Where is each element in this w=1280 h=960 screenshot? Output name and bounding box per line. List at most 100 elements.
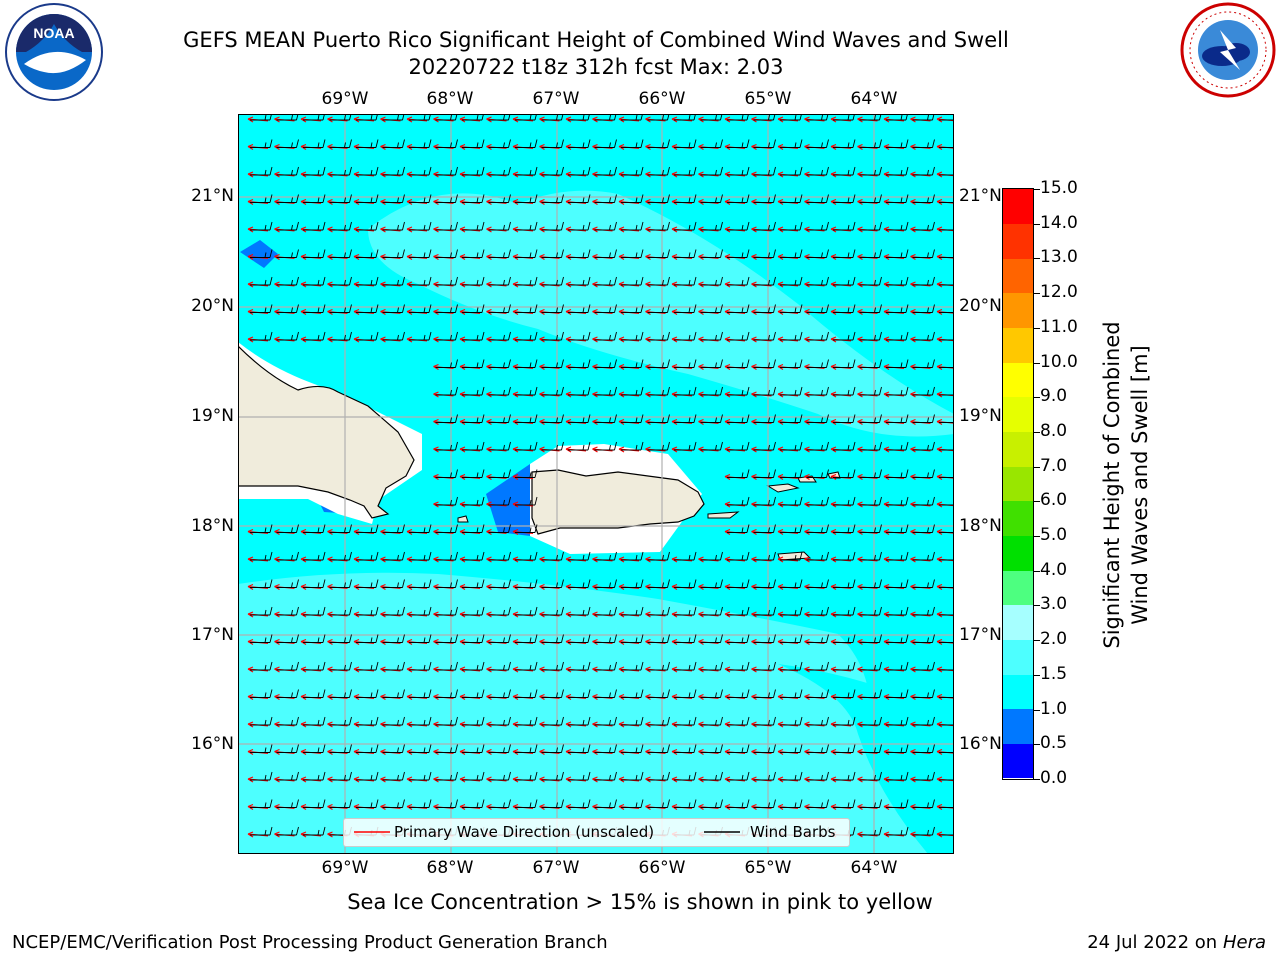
wind-barb: [727, 634, 750, 643]
wind-barb: [488, 331, 511, 341]
wind-barb: [700, 606, 723, 616]
wind-barb: [250, 799, 273, 808]
wave-arrow-head: [936, 611, 943, 618]
wind-barb: [700, 166, 723, 176]
colorbar-label-line2: Wind Waves and Swell [m]: [1128, 345, 1152, 625]
wind-barb: [727, 551, 750, 561]
wind-barb: [329, 551, 352, 561]
wave-arrow-head: [274, 666, 280, 673]
wind-barb: [700, 661, 723, 671]
wind-barb: [780, 634, 803, 643]
wave-arrow-head: [936, 666, 943, 673]
wave-arrow-head: [353, 666, 360, 673]
wave-arrow-head: [777, 473, 784, 480]
wave-arrow-head: [592, 666, 598, 673]
wave-arrow-head: [777, 226, 784, 233]
wave-arrow-head: [910, 116, 916, 123]
wind-barb: [382, 799, 405, 808]
wave-arrow-head: [936, 446, 943, 453]
wave-arrow-head: [274, 281, 280, 288]
wind-barb: [674, 661, 697, 671]
wave-arrow-head: [486, 776, 492, 783]
wind-barb: [435, 524, 458, 533]
wave-arrow-head: [910, 171, 916, 178]
wind-barb: [700, 221, 723, 231]
wave-arrow-head: [433, 116, 439, 123]
lat-label-right: 21°N: [959, 186, 1002, 206]
wave-arrow-head: [459, 666, 466, 673]
wave-arrow-head: [830, 776, 837, 783]
wind-barb: [515, 661, 538, 671]
wind-barb: [727, 661, 750, 671]
wind-barb: [303, 114, 325, 121]
wave-arrow-head: [512, 391, 519, 398]
wind-barb: [329, 716, 352, 726]
wave-arrow-head: [433, 556, 439, 563]
wind-barb: [276, 276, 299, 286]
wind-barb: [409, 716, 432, 726]
wind-barb: [303, 194, 326, 203]
wave-arrow-head: [618, 116, 625, 123]
wind-barb: [409, 166, 432, 176]
wave-arrow-head: [433, 528, 439, 535]
wind-barb: [382, 579, 405, 588]
wave-arrow-head: [406, 583, 413, 590]
wave-arrow-head: [910, 583, 916, 590]
wave-arrow-head: [539, 198, 545, 205]
wind-barb: [886, 826, 909, 836]
wave-arrow-head: [327, 666, 333, 673]
wind-barb: [356, 689, 379, 698]
wind-barb: [250, 249, 273, 258]
wind-barb: [382, 249, 405, 258]
wave-arrow-head: [247, 666, 254, 673]
wind-barb: [833, 634, 856, 643]
wind-barb: [912, 496, 935, 506]
wave-arrow-head: [380, 721, 386, 728]
wave-arrow-head: [724, 363, 731, 370]
wave-arrow-head: [910, 143, 916, 150]
wind-barb: [886, 139, 909, 148]
wind-barb: [859, 276, 882, 286]
wave-arrow-head: [512, 638, 519, 645]
wave-arrow-head: [486, 391, 492, 398]
wave-arrow-head: [671, 776, 678, 783]
wind-barb: [568, 716, 591, 726]
wind-barb: [541, 139, 564, 148]
wind-barb: [488, 606, 511, 616]
wave-arrow-head: [512, 803, 519, 810]
wind-barb: [700, 331, 723, 341]
wave-arrow-head: [724, 446, 731, 453]
wave-arrow-head: [406, 776, 413, 783]
wave-arrow-head: [274, 831, 280, 838]
wave-arrow-head: [671, 336, 678, 343]
wind-barb: [462, 469, 485, 478]
wind-barb: [647, 744, 670, 753]
wave-arrow-head: [486, 198, 492, 205]
wave-arrow-head: [592, 776, 598, 783]
wind-barb: [541, 551, 564, 561]
wind-barb: [594, 771, 617, 781]
colorbar-tick-mark: [1034, 640, 1040, 642]
wind-barb: [647, 139, 670, 148]
wave-arrow-head: [936, 336, 943, 343]
wind-barb: [939, 612, 954, 616]
wind-barb: [859, 689, 882, 698]
colorbar-segment: [1003, 362, 1033, 398]
wind-barb: [594, 414, 617, 423]
wave-arrow-head: [300, 528, 307, 535]
wave-arrow-head: [247, 281, 254, 288]
wave-arrow-head: [618, 693, 625, 700]
wave-arrow-head: [512, 281, 519, 288]
wind-barb: [488, 249, 511, 258]
wave-arrow-head: [830, 418, 837, 425]
wind-barb: [806, 114, 829, 121]
wind-barb: [886, 606, 909, 616]
wind-barb: [780, 579, 803, 588]
wind-barb: [382, 166, 405, 176]
wind-barb: [303, 139, 326, 148]
wave-arrow-head: [936, 226, 943, 233]
wind-barb: [435, 166, 458, 176]
wave-arrow-head: [353, 611, 360, 618]
wind-barb: [753, 414, 776, 423]
wind-barb: [727, 166, 750, 176]
